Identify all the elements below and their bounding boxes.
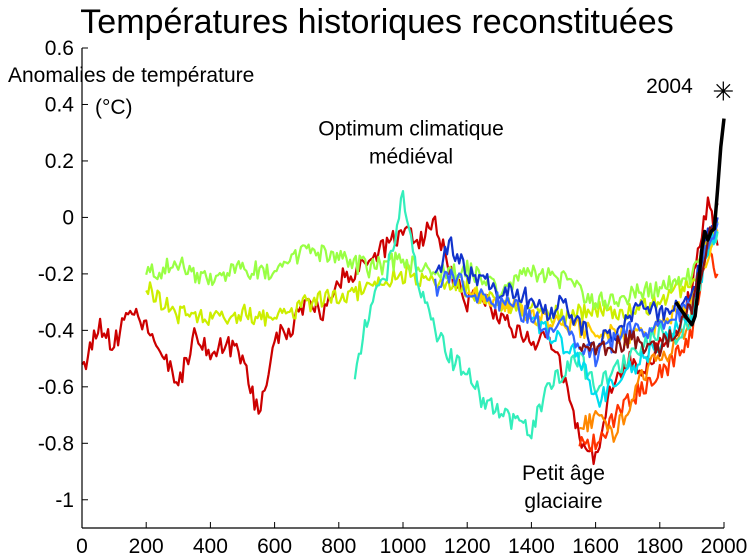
labels-layer: Anomalies de température (°C) Optimum clim… [8,64,734,513]
series-line-1 [81,196,719,466]
x-tick-label: 0 [76,535,88,557]
x-tick-label: 200 [129,535,164,557]
y-tick-label: -1 [55,489,74,512]
x-tick-label: 1400 [508,535,555,557]
y-tick-label: -0.4 [38,319,75,342]
chart-title: Températures historiques reconstituées [80,3,674,41]
y-tick-label: -0.6 [38,376,74,399]
y-tick-label: 0.6 [45,37,74,60]
series-line-5 [145,216,719,311]
ticks-layer: 0 200 400 600 800 1000 1200 1400 1600 1800 2000 0.6… [38,37,748,557]
x-tick-label: 1000 [380,535,427,557]
y-tick-label: -0.8 [38,432,74,455]
x-tick-label: 800 [321,535,356,557]
series-line-11 [578,202,719,357]
x-tick-label: 1200 [444,535,491,557]
series-line-10 [434,222,719,368]
series-line-12 [674,118,726,327]
annotation-3: 2004 [646,75,693,98]
annotation-2: Petit âge glaciaire [522,462,605,513]
x-tick-label: 600 [257,535,292,557]
x-tick-label: 1800 [636,535,683,557]
series-line-7 [353,190,719,440]
y-tick-label: 0.2 [45,150,74,173]
y-tick-label: 0.4 [45,93,75,116]
series-line-4 [145,230,719,327]
marker-2004: ✳ [712,77,734,107]
x-tick-label: 400 [193,535,228,557]
y-tick-label: 0 [62,206,74,229]
y-axis-label: Anomalies de température (°C) [8,64,254,119]
x-tick-label: 2000 [701,535,748,557]
x-tick-label: 1600 [572,535,619,557]
series-layer [81,118,726,466]
y-tick-label: -0.2 [38,263,74,286]
series-line-9 [434,217,719,356]
annotation-1: Optimum climatique médiéval [318,118,504,169]
